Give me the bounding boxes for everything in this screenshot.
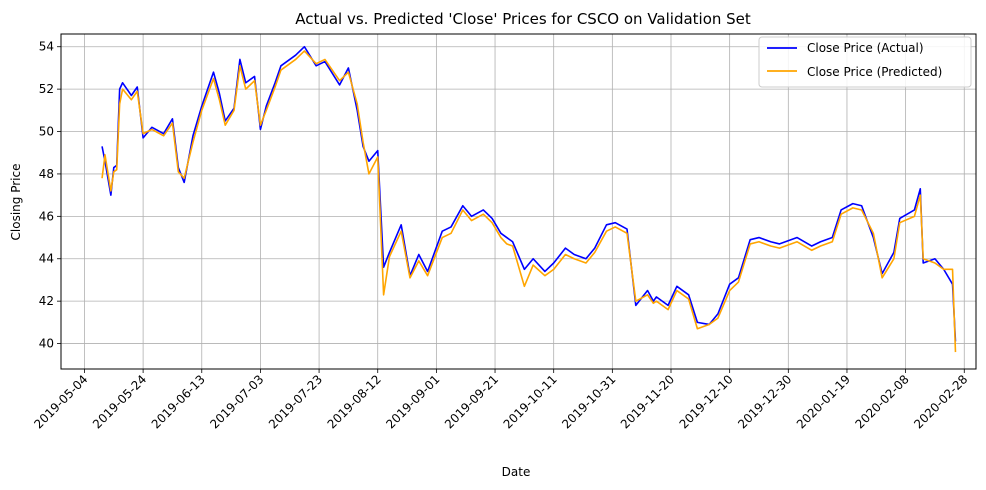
- legend: Close Price (Actual) Close Price (Predic…: [758, 36, 972, 88]
- series-layer: [101, 45, 957, 353]
- chart-title: Actual vs. Predicted 'Close' Prices for …: [295, 10, 751, 28]
- y-axis: 40 42 44 46 48 50 52 54: [39, 40, 61, 351]
- y-tick-label: 54: [39, 40, 54, 54]
- y-tick-label: 42: [39, 294, 54, 308]
- y-tick-label: 44: [39, 252, 54, 266]
- legend-box: [758, 36, 972, 88]
- legend-label-actual: Close Price (Actual): [807, 41, 924, 55]
- y-tick-label: 40: [39, 337, 54, 351]
- y-tick-label: 52: [39, 82, 54, 96]
- x-axis-label: Date: [502, 465, 531, 479]
- series-predicted-line: [101, 50, 957, 353]
- plot-frame: [60, 33, 977, 370]
- y-tick-label: 48: [39, 167, 54, 181]
- series-actual-line: [101, 45, 957, 342]
- y-tick-label: 46: [39, 209, 54, 223]
- grid: [61, 34, 976, 369]
- y-tick-label: 50: [39, 125, 54, 139]
- y-axis-label: Closing Price: [9, 164, 23, 241]
- legend-label-predicted: Close Price (Predicted): [807, 65, 942, 79]
